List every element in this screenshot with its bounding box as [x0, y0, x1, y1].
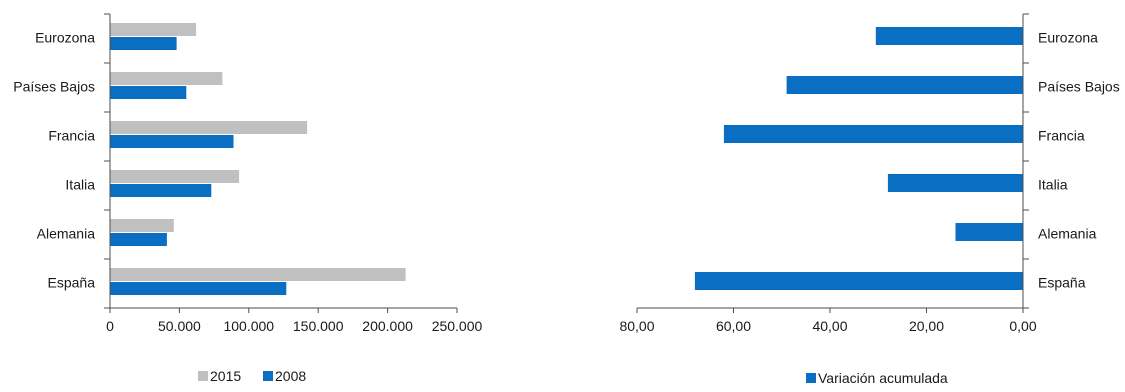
bar-variacion-espa-a [694, 272, 1023, 290]
category-label: Francia [1038, 128, 1085, 144]
category-label: Eurozona [35, 30, 95, 46]
bar-variacion-francia [723, 125, 1023, 143]
x-tick-label: 250.000 [432, 318, 483, 334]
bar-2015-espa-a [110, 268, 406, 281]
legend-swatch-variacion [806, 373, 816, 383]
bar-variacion-italia [887, 174, 1023, 192]
category-label: Francia [48, 128, 95, 144]
bar-2015-francia [110, 121, 308, 134]
x-tick-label: 40,00 [812, 318, 847, 334]
x-tick-label: 100.000 [223, 318, 274, 334]
category-label: España [1038, 275, 1086, 291]
bar-2015-italia [110, 170, 240, 183]
x-tick-label: 20,00 [909, 318, 944, 334]
category-label: Países Bajos [13, 79, 95, 95]
bar-variacion-alemania [955, 223, 1023, 241]
x-tick-label: 80,00 [619, 318, 654, 334]
bar-2015-eurozona [110, 23, 197, 36]
legend-swatch-2008 [263, 371, 273, 381]
category-label: Alemania [1038, 226, 1097, 242]
category-label: Alemania [37, 226, 96, 242]
legend-label-2015: 2015 [210, 368, 241, 384]
x-tick-label: 0 [106, 318, 114, 334]
category-label: Italia [65, 177, 95, 193]
bar-2008-francia [110, 135, 234, 148]
x-tick-label: 150.000 [293, 318, 344, 334]
x-tick-label: 200.000 [362, 318, 413, 334]
category-label: España [48, 275, 96, 291]
category-label: Italia [1038, 177, 1068, 193]
legend-label-2008: 2008 [275, 368, 306, 384]
category-label: Eurozona [1038, 30, 1098, 46]
bar-2015-pa-ses-bajos [110, 72, 223, 85]
legend-swatch-2015 [198, 371, 208, 381]
bar-2008-italia [110, 184, 212, 197]
category-label: Países Bajos [1038, 79, 1120, 95]
x-tick-label: 0,00 [1009, 318, 1036, 334]
bar-2008-eurozona [110, 37, 177, 50]
bar-2008-pa-ses-bajos [110, 86, 187, 99]
bar-variacion-eurozona [875, 27, 1023, 45]
bar-variacion-pa-ses-bajos [786, 76, 1023, 94]
bar-2015-alemania [110, 219, 174, 232]
x-tick-label: 60,00 [716, 318, 751, 334]
x-tick-label: 50.000 [158, 318, 201, 334]
legend-label-variacion: Variación acumulada [818, 370, 948, 386]
bar-2008-alemania [110, 233, 167, 246]
bar-2008-espa-a [110, 282, 287, 295]
